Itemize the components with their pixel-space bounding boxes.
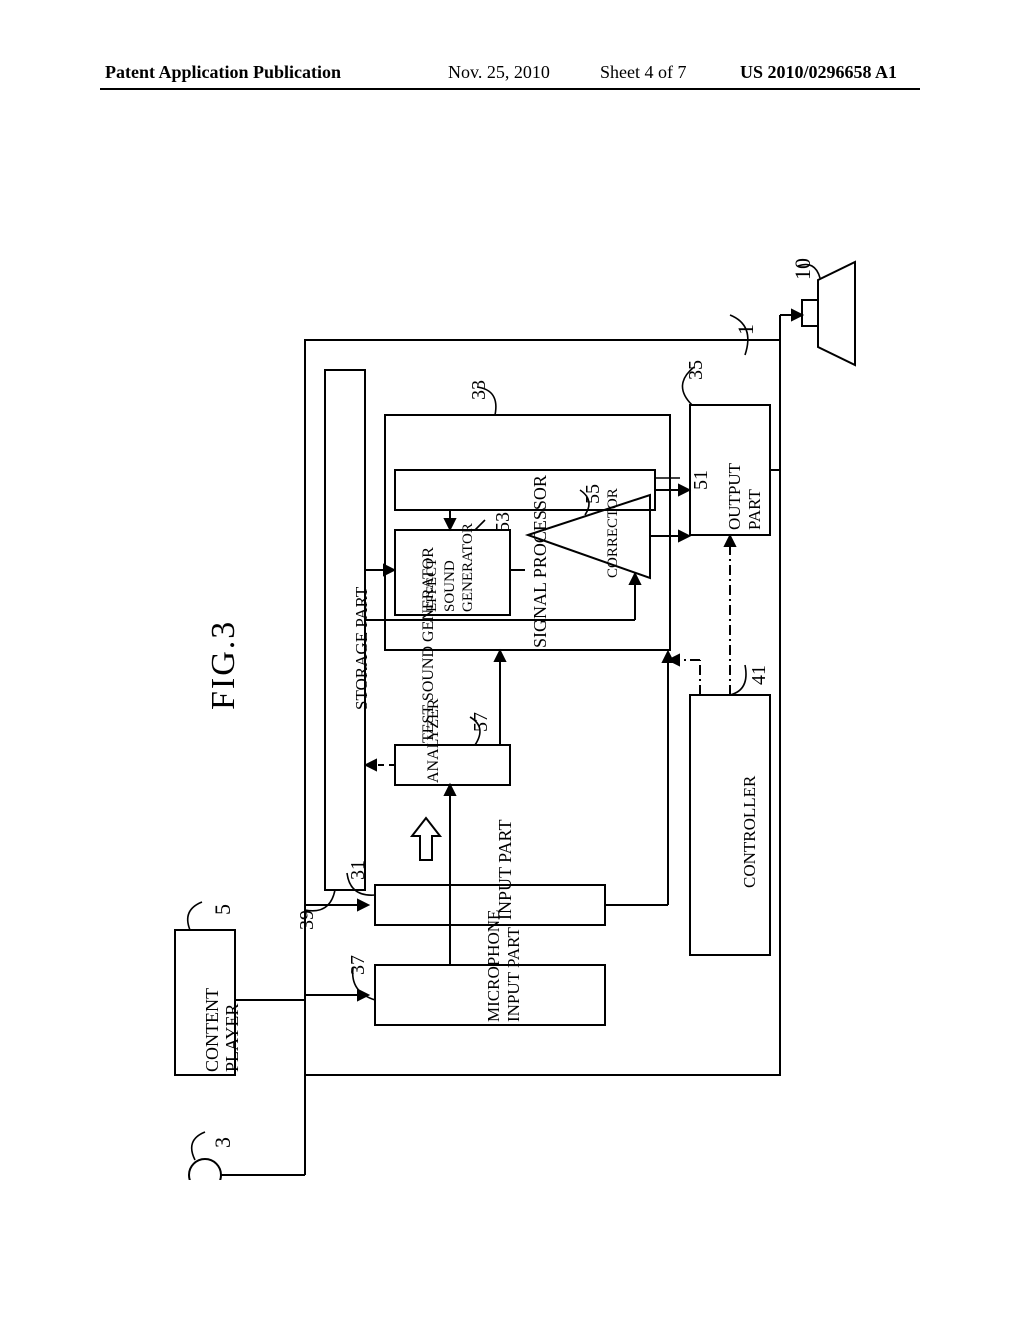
ref-55: 55 [582, 484, 605, 504]
ref-53: 53 [492, 512, 515, 532]
block-arrow-input-to-effect [412, 818, 440, 860]
mic-input-label-2: INPUT PART [504, 927, 524, 1022]
controller-label: CONTROLLER [740, 776, 760, 888]
storage-label: STORAGE PART [352, 587, 372, 710]
analyzer-box [395, 745, 510, 785]
ref-51: 51 [690, 470, 713, 490]
ref-5: 5 [210, 904, 236, 915]
ref-57: 57 [470, 712, 493, 732]
ref-31: 31 [347, 860, 370, 880]
mic-input-label-1: MICROPHONE [484, 910, 504, 1022]
ref-3: 3 [210, 1137, 236, 1148]
signal-processor-label: SIGNAL PROCESSOR [530, 475, 551, 648]
ref-1: 1 [733, 324, 759, 335]
ref-33: 33 [468, 380, 491, 400]
analyzer-label: ANALYZER [425, 698, 443, 783]
corrector-label: CORRECTOR [605, 488, 622, 578]
ref-35: 35 [685, 360, 708, 380]
output-label-2: PART [745, 489, 765, 530]
ref-37: 37 [347, 955, 370, 975]
input-part-label: INPUT PART [495, 820, 516, 920]
output-label-1: OUTPUT [725, 463, 745, 530]
content-player-label-1: CONTENT [202, 988, 223, 1072]
figure-diagram: FIG.3 [0, 160, 1024, 1160]
header-rule [100, 88, 920, 90]
content-player-label-2: PLAYER [222, 1004, 243, 1072]
mic-icon [189, 1159, 221, 1180]
ref-41: 41 [748, 665, 771, 685]
ref-10: 10 [790, 258, 816, 280]
ref-39: 39 [296, 910, 319, 930]
pub-number: US 2010/0296658 A1 [740, 62, 897, 83]
effect-label-2: SOUND [442, 560, 459, 612]
pub-date: Nov. 25, 2010 [448, 62, 550, 83]
effect-label-1: EFFECT [424, 558, 441, 612]
pub-label: Patent Application Publication [105, 62, 341, 83]
effect-label-3: GENERATOR [460, 523, 477, 612]
sheet-label: Sheet 4 of 7 [600, 62, 686, 83]
